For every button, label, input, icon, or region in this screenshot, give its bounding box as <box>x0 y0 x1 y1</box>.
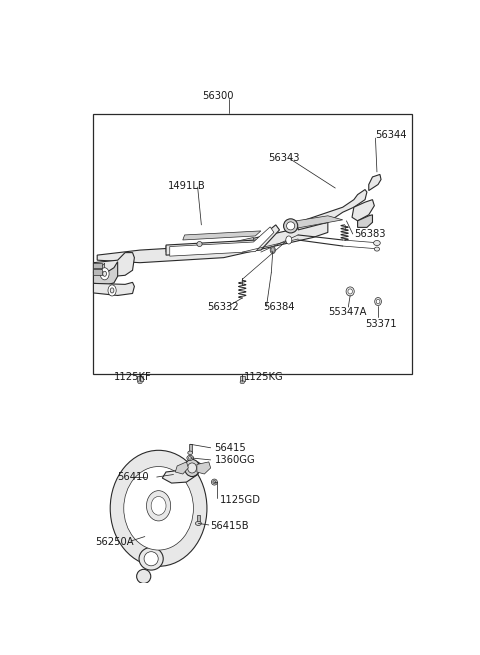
Ellipse shape <box>376 299 380 304</box>
Ellipse shape <box>375 297 382 305</box>
Polygon shape <box>287 215 343 230</box>
Text: 56332: 56332 <box>207 301 239 312</box>
Ellipse shape <box>197 242 202 246</box>
Polygon shape <box>97 222 328 263</box>
Ellipse shape <box>138 381 142 384</box>
Text: 56383: 56383 <box>354 229 385 239</box>
Ellipse shape <box>187 455 193 460</box>
Text: 56300: 56300 <box>203 91 234 101</box>
Ellipse shape <box>374 247 380 251</box>
Text: 53371: 53371 <box>365 319 396 329</box>
Polygon shape <box>94 282 134 295</box>
Ellipse shape <box>139 548 163 570</box>
Ellipse shape <box>195 521 202 525</box>
Polygon shape <box>197 462 211 474</box>
Ellipse shape <box>189 457 192 459</box>
Ellipse shape <box>270 246 276 253</box>
Text: 56410: 56410 <box>118 472 149 482</box>
Ellipse shape <box>188 451 192 455</box>
Text: 1360GG: 1360GG <box>215 455 255 465</box>
Ellipse shape <box>213 481 216 483</box>
Ellipse shape <box>286 236 292 244</box>
Ellipse shape <box>240 381 244 384</box>
Polygon shape <box>170 227 274 256</box>
Ellipse shape <box>373 240 380 246</box>
Text: 1125KG: 1125KG <box>244 372 284 382</box>
Bar <box>137 376 143 381</box>
Polygon shape <box>369 174 381 191</box>
Bar <box>94 269 102 275</box>
Text: 56415B: 56415B <box>211 521 249 531</box>
Polygon shape <box>175 462 188 474</box>
Text: 56250A: 56250A <box>96 536 134 546</box>
Polygon shape <box>94 262 118 284</box>
Text: 56415: 56415 <box>215 443 246 453</box>
Polygon shape <box>94 253 134 276</box>
Ellipse shape <box>348 289 352 294</box>
Ellipse shape <box>287 222 295 230</box>
Polygon shape <box>94 263 105 271</box>
Polygon shape <box>162 462 202 483</box>
Polygon shape <box>166 225 279 255</box>
Bar <box>94 263 102 268</box>
Ellipse shape <box>185 459 200 477</box>
Text: 1125KF: 1125KF <box>114 372 152 382</box>
Bar <box>240 376 245 381</box>
Bar <box>94 114 411 373</box>
Text: 1491LB: 1491LB <box>168 181 205 191</box>
Ellipse shape <box>211 479 217 485</box>
Ellipse shape <box>110 450 207 567</box>
Circle shape <box>103 271 107 276</box>
Text: 56344: 56344 <box>375 130 407 140</box>
Text: 56384: 56384 <box>263 301 294 312</box>
Circle shape <box>271 248 275 253</box>
Ellipse shape <box>284 219 298 233</box>
Ellipse shape <box>124 466 193 550</box>
Text: 55347A: 55347A <box>328 307 366 316</box>
Ellipse shape <box>146 491 171 521</box>
Polygon shape <box>183 231 261 240</box>
Polygon shape <box>298 189 367 230</box>
Text: 56343: 56343 <box>268 153 300 163</box>
Circle shape <box>108 285 116 296</box>
Bar <box>189 444 192 452</box>
Text: 1125GD: 1125GD <box>220 495 261 505</box>
Circle shape <box>100 268 109 280</box>
Ellipse shape <box>137 569 151 584</box>
Circle shape <box>110 288 114 293</box>
Ellipse shape <box>346 287 354 296</box>
Ellipse shape <box>188 463 196 473</box>
Ellipse shape <box>144 552 158 566</box>
Bar <box>196 515 200 523</box>
Polygon shape <box>352 200 374 221</box>
Polygon shape <box>166 238 253 252</box>
Ellipse shape <box>151 496 166 515</box>
Polygon shape <box>358 215 372 227</box>
